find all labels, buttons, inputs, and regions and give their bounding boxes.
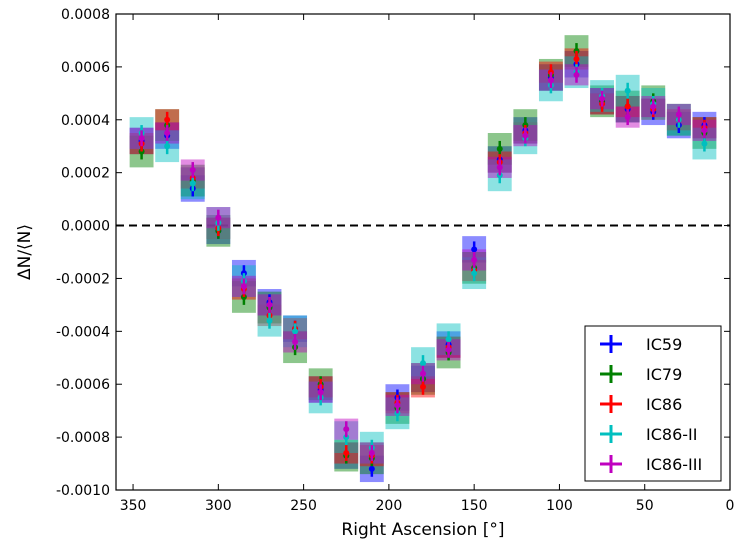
data-point [471,256,478,263]
data-point [266,301,273,308]
data-point [343,426,350,433]
x-tick-label: 200 [376,498,403,514]
x-axis-title: Right Ascension [°] [341,520,504,540]
y-tick-label: 0.0000 [61,219,110,235]
data-point [573,71,580,78]
y-tick-label: 0.0002 [61,166,110,182]
data-point [164,143,171,150]
y-tick-label: 0.0006 [61,60,110,76]
legend-label: IC86 [646,395,682,414]
data-point [471,270,478,277]
y-tick-label: 0.0004 [61,113,110,129]
data-point [522,132,529,139]
y-tick-label: -0.0008 [56,430,110,446]
data-point [445,346,452,353]
data-point [317,389,324,396]
data-point [394,402,401,409]
legend-label: IC86-II [646,425,697,444]
data-point [292,338,299,345]
legend-label: IC79 [646,365,682,384]
data-point [368,465,375,472]
x-tick-label: 50 [636,498,654,514]
x-tick-label: 350 [120,498,147,514]
y-axis-ticks: 0.0008 0.0006 0.0004 0.0002 0.0000 -0.0002 -0.… [56,7,730,499]
data-point [343,449,350,456]
x-tick-label: 300 [205,498,232,514]
data-point [624,103,631,110]
data-point [164,130,171,136]
data-point [624,114,631,121]
data-point [292,328,299,335]
data-point [599,95,606,102]
y-tick-label: -0.0010 [56,483,110,499]
data-point [547,77,554,84]
data-point [266,317,273,324]
data-point [189,180,196,187]
y-tick-label: -0.0006 [56,377,110,393]
data-point [701,127,708,134]
data-point [675,111,682,118]
x-tick-label: 0 [726,498,734,514]
data-point [420,370,426,377]
data-point [573,55,580,62]
data-points [138,43,708,477]
legend: IC59 IC79 IC86 IC86-II IC86-III [584,325,722,482]
y-axis-title: ΔN/⟨N⟩ [15,224,35,280]
data-point [624,87,631,94]
data-point [420,383,426,390]
data-point [496,164,503,171]
x-tick-label: 150 [461,498,488,514]
y-tick-label: 0.0008 [61,7,110,23]
data-point [445,336,452,343]
data-point [138,135,145,142]
data-point [189,167,196,174]
data-point [471,246,478,253]
data-point [368,449,375,456]
x-tick-label: 100 [546,498,573,514]
x-tick-label: 250 [290,498,317,514]
legend-label: IC59 [646,335,682,354]
data-point [164,116,171,123]
plot-frame [115,13,731,491]
data-point [420,360,426,367]
data-point [240,283,247,290]
y-tick-label: -0.0004 [56,324,110,340]
y-tick-label: -0.0002 [56,271,110,287]
data-point [701,140,708,147]
x-axis-ticks: 350 300 250 200 150 100 50 0 [120,14,734,514]
data-point [496,145,503,152]
data-point [215,214,222,221]
legend-label: IC86-III [646,455,702,474]
data-point [650,103,657,110]
